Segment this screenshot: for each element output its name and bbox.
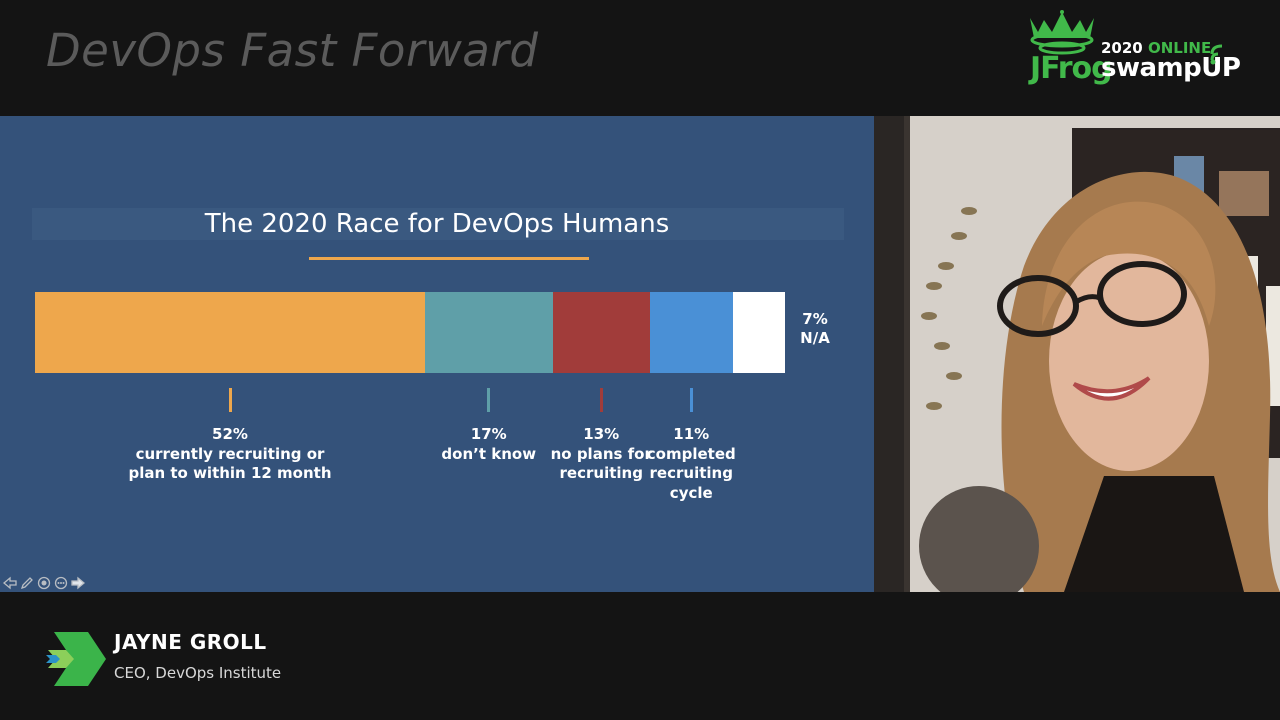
segment-tick — [487, 388, 491, 412]
title-underline — [309, 257, 589, 260]
segment-percent: 52% — [212, 425, 248, 443]
segment-caption: currently recruiting or — [135, 444, 325, 463]
segment-caption: recruiting — [649, 464, 733, 482]
segment-caption: recruiting — [559, 464, 643, 482]
segment-caption: completed — [646, 444, 736, 463]
segment-caption: N/A — [800, 329, 830, 347]
segment-label-na: 7% N/A — [796, 310, 834, 348]
session-title: DevOps Fast Forward — [46, 24, 539, 77]
bar-segment — [552, 292, 650, 373]
segment-label: 52% currently recruiting or plan to within… — [110, 425, 350, 484]
segment-tick — [689, 388, 693, 412]
event-edition: ONLINE — [1147, 39, 1212, 57]
segment-percent: 7% — [802, 310, 828, 328]
segment-label: 11% completed recruiting cycle — [571, 425, 811, 503]
frog-crown-icon — [1030, 10, 1094, 55]
devops-chevron-icon — [46, 632, 106, 686]
swampup-logo: JFrog 2020 ONLINE swampUP — [1024, 10, 1241, 90]
segment-percent: 13% — [583, 425, 620, 443]
speaker-role: CEO, DevOps Institute — [114, 664, 282, 682]
circle-menu-icon[interactable] — [37, 576, 51, 590]
segment-caption: don’t know — [441, 444, 537, 463]
jfrog-wordmark: JFrog — [1030, 51, 1113, 86]
signal-icon — [1210, 44, 1223, 65]
event-year: 2020 ONLINE — [1101, 39, 1212, 57]
segment-caption: plan to within 12 month — [128, 464, 332, 482]
slide-title: The 2020 Race for DevOps Humans — [204, 209, 670, 239]
bar-segment — [650, 292, 733, 373]
segment-caption: no plans for — [550, 444, 652, 463]
speaker-video-image — [874, 116, 1280, 592]
slide-controls — [3, 576, 85, 590]
pen-icon[interactable] — [20, 576, 34, 590]
speaker-webcam — [874, 116, 1280, 592]
title-band — [32, 208, 844, 240]
segment-tick — [599, 388, 603, 412]
circle-options-icon[interactable] — [54, 576, 68, 590]
arrow-left-icon[interactable] — [3, 576, 17, 590]
segment-tick — [228, 388, 232, 412]
bar-segment — [425, 292, 553, 373]
segment-percent: 17% — [470, 425, 507, 443]
segment-percent: 11% — [673, 425, 710, 443]
segment-caption: cycle — [669, 483, 713, 502]
segment-label: 13% no plans for recruiting — [481, 425, 721, 484]
segment-label: 17% don’t know — [369, 425, 609, 464]
presentation-slide: The 2020 Race for DevOps Humans 52% curre… — [0, 116, 874, 592]
event-name: swampUP — [1101, 53, 1241, 83]
arrow-right-icon[interactable] — [71, 576, 85, 590]
bar-segment — [35, 292, 425, 373]
bar-segment — [732, 292, 785, 373]
speaker-name: JAYNE GROLL — [114, 630, 267, 654]
